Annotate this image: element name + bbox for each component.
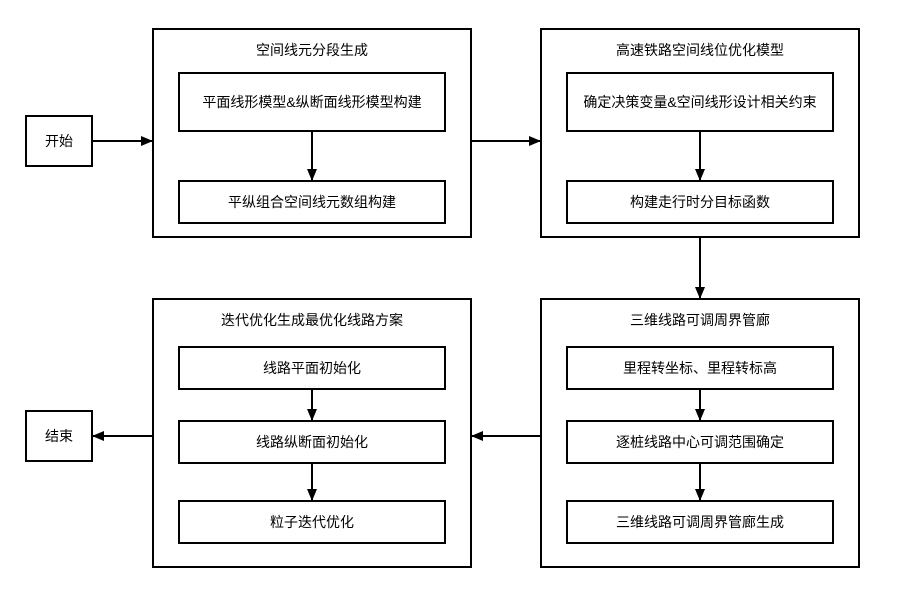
step-label: 构建走行时分目标函数 [630,192,770,212]
step-box: 构建走行时分目标函数 [566,180,834,224]
step-box: 里程转坐标、里程转标高 [566,346,834,390]
step-box: 线路平面初始化 [178,346,446,390]
step-label: 逐桩线路中心可调范围确定 [616,432,784,452]
group-title: 高速铁路空间线位优化模型 [542,40,858,60]
group-title: 三维线路可调周界管廊 [542,310,858,330]
step-box: 三维线路可调周界管廊生成 [566,500,834,544]
step-box: 线路纵断面初始化 [178,420,446,464]
step-box: 确定决策变量&空间线形设计相关约束 [566,72,834,132]
step-box: 平面线形模型&纵断面线形模型构建 [178,72,446,132]
step-box: 平纵组合空间线元数组构建 [178,180,446,224]
start-node: 开始 [25,115,93,167]
group-title: 迭代优化生成最优化线路方案 [154,310,470,330]
step-box: 逐桩线路中心可调范围确定 [566,420,834,464]
start-label: 开始 [45,131,73,151]
step-label: 确定决策变量&空间线形设计相关约束 [583,92,816,112]
step-label: 平纵组合空间线元数组构建 [228,192,396,212]
end-label: 结束 [45,426,73,446]
step-label: 线路平面初始化 [263,358,361,378]
step-label: 里程转坐标、里程转标高 [623,358,777,378]
step-label: 平面线形模型&纵断面线形模型构建 [202,92,421,112]
group-title: 空间线元分段生成 [154,40,470,60]
step-label: 粒子迭代优化 [270,512,354,532]
step-box: 粒子迭代优化 [178,500,446,544]
step-label: 线路纵断面初始化 [256,432,368,452]
step-label: 三维线路可调周界管廊生成 [616,512,784,532]
end-node: 结束 [25,410,93,462]
